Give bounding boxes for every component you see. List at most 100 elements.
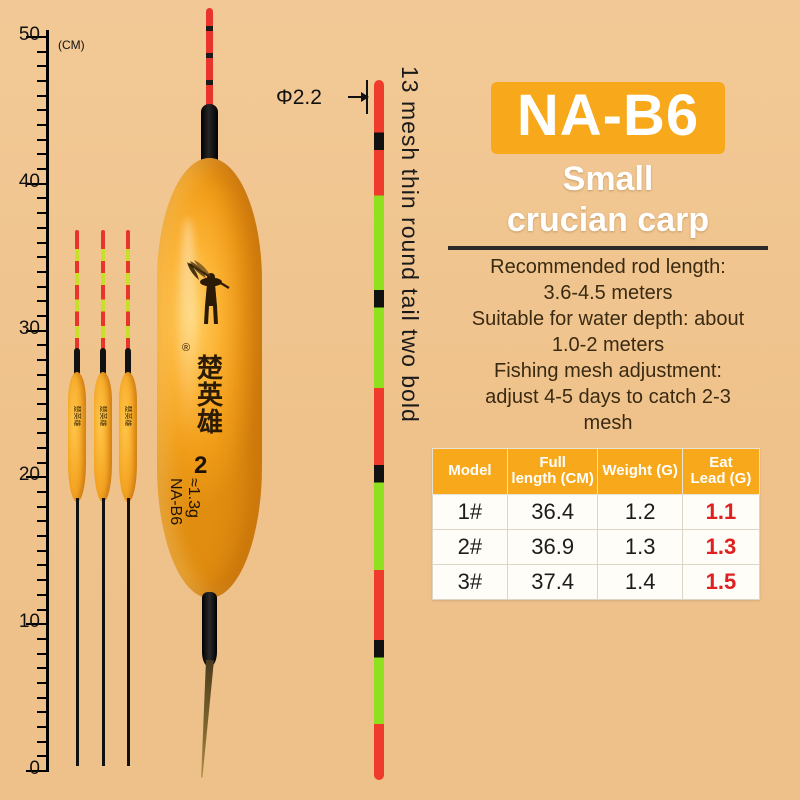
ruler-label: 20: [18, 464, 40, 486]
ruler-minor-tick: [37, 241, 48, 244]
header-line: Eat: [709, 453, 733, 471]
float-neck: [201, 104, 218, 164]
float-antenna: [206, 8, 213, 108]
float-body: [157, 158, 262, 598]
float-size-number: 2: [194, 452, 208, 479]
cell-model: 2#: [432, 529, 508, 566]
ruler-minor-tick: [37, 285, 48, 288]
ruler-minor-tick: [37, 608, 48, 611]
column-header-full-length: Full length (CM): [506, 447, 599, 496]
mini-float-1: 楚英雄: [62, 230, 92, 775]
ruler-minor-tick: [37, 388, 48, 391]
ruler-minor-tick: [37, 681, 48, 684]
ruler-minor-tick: [37, 344, 48, 347]
ruler-major-tick: [26, 36, 48, 38]
ruler-unit-label: (CM): [58, 38, 85, 52]
header-line: Weight (G): [602, 462, 678, 480]
ruler-minor-tick: [37, 138, 48, 141]
ruler-label: 0: [29, 758, 40, 779]
ruler-minor-tick: [37, 358, 48, 361]
mini-float-tail: [127, 498, 130, 766]
ruler-minor-tick: [37, 212, 48, 215]
ruler-minor-tick: [37, 491, 48, 494]
cell-eat-lead: 1.3: [681, 529, 761, 566]
header-line: Model: [448, 462, 492, 480]
cell-weight: 1.2: [597, 494, 683, 531]
description-line: 3.6-4.5 meters: [543, 281, 673, 304]
ruler-minor-tick: [37, 505, 48, 508]
ruler-minor-tick: [37, 417, 48, 420]
ruler-minor-tick: [37, 80, 48, 83]
ruler-major-tick: [26, 182, 48, 185]
ruler-minor-tick: [37, 696, 48, 699]
ruler-minor-tick: [37, 373, 48, 376]
product-subtitle-2: crucian carp: [506, 200, 710, 239]
ruler-minor-tick: [37, 725, 48, 728]
ruler-minor-tick: [37, 667, 48, 670]
ruler-minor-tick: [37, 740, 48, 743]
ruler-minor-tick: [37, 124, 48, 127]
mini-float-brand: 楚英雄: [73, 405, 80, 427]
ruler-minor-tick: [37, 549, 48, 552]
ruler-major-tick: [26, 770, 48, 772]
cell-eat-lead: 1.5: [681, 564, 761, 601]
specification-table: Model Full length (CM) Weight (G) Eat Le…: [432, 447, 761, 601]
mini-float-antenna: [101, 230, 105, 350]
float-model-spec: NA-B6: [166, 478, 184, 526]
ruler-minor-tick: [37, 168, 48, 171]
description-line: mesh: [583, 411, 633, 434]
column-header-eat-lead: Eat Lead (G): [681, 447, 761, 496]
tail-detail-illustration: [372, 80, 388, 780]
cell-length: 36.4: [506, 494, 599, 531]
ruler-major-tick: [26, 329, 48, 332]
ruler-major-tick: [26, 623, 48, 626]
registered-mark: ®: [182, 342, 191, 354]
cell-model: 3#: [432, 564, 508, 601]
ruler-minor-tick: [37, 197, 48, 200]
tail-color-bands: [374, 80, 384, 780]
ruler-minor-tick: [37, 755, 48, 758]
ruler-minor-tick: [37, 535, 48, 538]
ruler-minor-tick: [37, 109, 48, 112]
table-row: 1# 36.4 1.2 1.1: [432, 494, 761, 531]
float-spec-text: ≈1.3g NA-B6: [165, 478, 202, 525]
brand-name-cn: 楚英雄: [196, 354, 223, 439]
mini-float-body: 楚英雄: [68, 372, 86, 502]
ruler-minor-tick: [37, 153, 48, 156]
ruler-minor-tick: [37, 579, 48, 582]
ruler-minor-tick: [37, 300, 48, 303]
mini-float-brand: 楚英雄: [99, 405, 106, 427]
table-row: 3# 37.4 1.4 1.5: [432, 564, 761, 601]
ruler-minor-tick: [37, 520, 48, 523]
mini-float-body: 楚英雄: [94, 372, 112, 502]
cell-eat-lead: 1.1: [681, 494, 761, 531]
ruler-axis-line: [46, 30, 49, 772]
mini-float-neck: [74, 348, 80, 376]
float-tip: [198, 660, 214, 778]
ruler-minor-tick: [37, 461, 48, 464]
float-body-highlight: [179, 218, 197, 448]
ruler-minor-tick: [37, 652, 48, 655]
tail-diameter-label: Φ2.2: [276, 86, 322, 109]
ruler-label: 30: [18, 317, 40, 339]
header-line: Full: [539, 453, 566, 471]
ruler-minor-tick: [37, 447, 48, 450]
ruler-minor-tick: [37, 711, 48, 714]
mini-float-tail: [76, 498, 79, 766]
header-line: length (CM): [511, 470, 594, 488]
diameter-arrow-icon: [348, 92, 369, 102]
description-line: Fishing mesh adjustment:: [494, 359, 722, 382]
description-line: 1.0-2 meters: [551, 333, 665, 356]
description-line: Recommended rod length:: [490, 255, 726, 278]
info-panel: NA-B6 Small crucian carp Recommended rod…: [432, 82, 784, 601]
column-header-model: Model: [432, 447, 508, 496]
header-line: Lead (G): [690, 470, 752, 488]
ruler-minor-tick: [37, 50, 48, 53]
mini-float-neck: [125, 348, 131, 376]
tail-description-vertical: 13 mesh thin round tail two bold: [397, 66, 423, 423]
mini-float-3: 楚英雄: [113, 230, 143, 775]
cell-model: 1#: [432, 494, 508, 531]
ruler-minor-tick: [37, 564, 48, 567]
divider: [448, 245, 768, 250]
